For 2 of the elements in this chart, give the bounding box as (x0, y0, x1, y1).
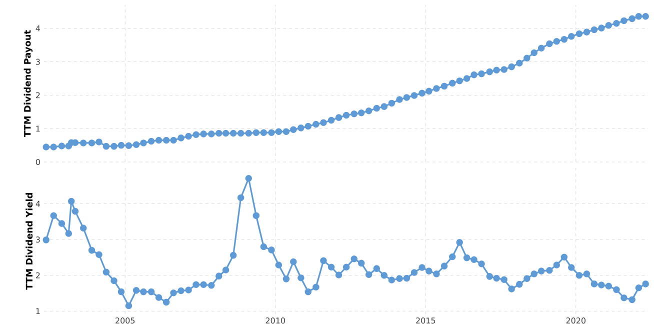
y-axis-title: TTM Dividend Payout (24, 30, 33, 138)
y-axis-title: TTM Dividend Yield (26, 193, 33, 290)
